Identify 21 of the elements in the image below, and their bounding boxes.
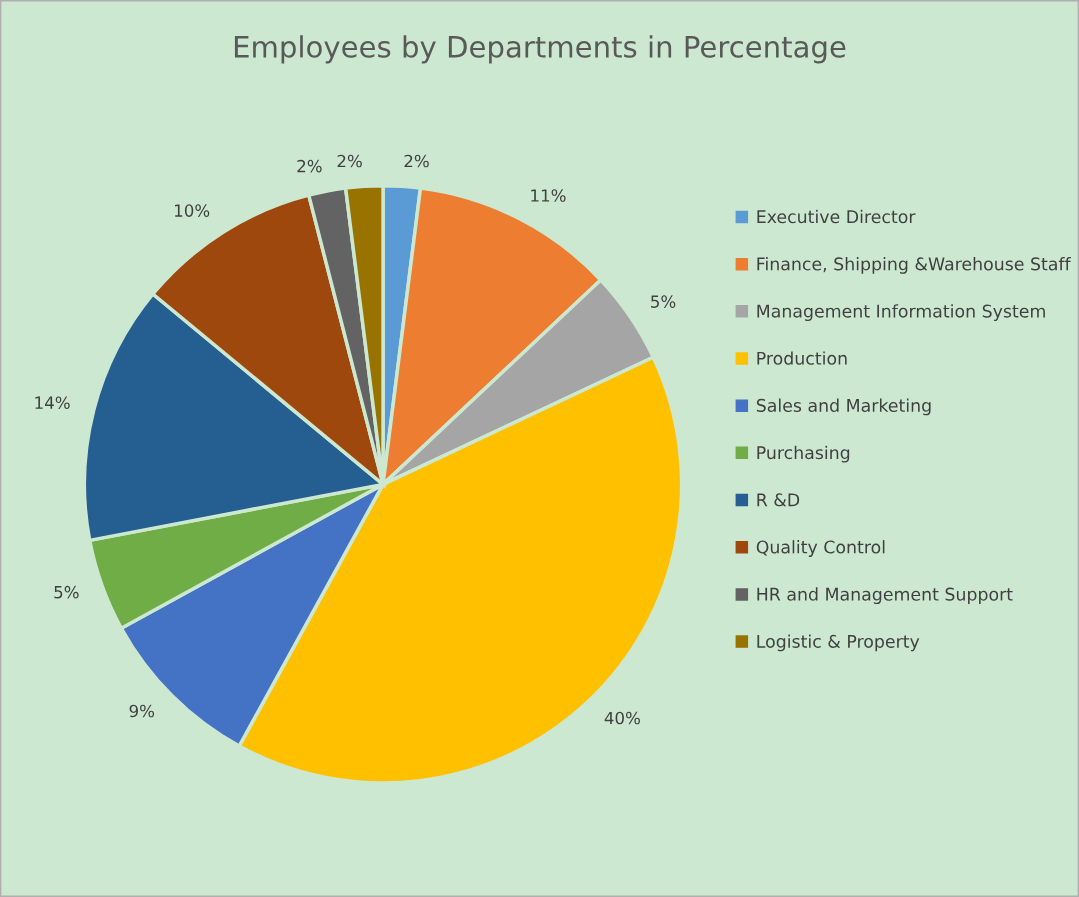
data-label: 5% (651, 295, 676, 308)
data-label: 40% (604, 711, 640, 725)
legend-label: Management Information System (757, 304, 1045, 321)
data-label: 11% (531, 189, 566, 202)
data-label: 10% (175, 204, 210, 217)
chart-title: Employees by Departments in Percentage (234, 35, 846, 64)
legend-label: R &D (757, 493, 800, 507)
legend-label: Executive Director (757, 209, 916, 224)
data-label: 5% (54, 585, 79, 599)
data-label: 2% (337, 154, 362, 168)
legend-label: Quality Control (756, 540, 885, 557)
legend-label: Production (757, 351, 847, 365)
legend-label: Purchasing (757, 445, 850, 463)
data-label: 2% (297, 159, 322, 173)
legend-label: HR and Management Support (757, 587, 1013, 605)
data-label: 9% (129, 704, 155, 718)
legend-label: Logistic & Property (757, 634, 920, 652)
legend-label: Finance, Shipping &Warehouse Staff (757, 257, 1071, 274)
legend-label: Sales and Marketing (756, 398, 931, 416)
data-label: 14% (35, 396, 70, 409)
data-label: 2% (404, 154, 429, 168)
